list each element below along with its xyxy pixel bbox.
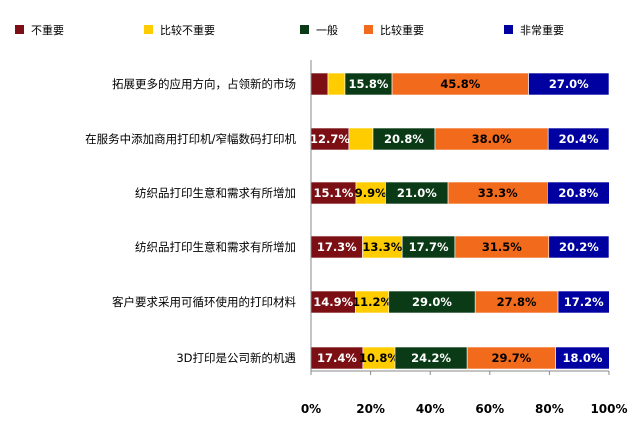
bar-segment-0-0 [310, 72, 329, 96]
data-label-4-4: 17.2% [564, 295, 604, 309]
data-label-4-1: 11.2% [352, 295, 392, 309]
x-tick-label-4: 80% [535, 402, 564, 416]
bar-segment-0-1 [327, 72, 346, 96]
bar-segment-4-4 [557, 290, 610, 314]
legend-swatch-0 [15, 25, 24, 34]
data-label-4-2: 29.0% [412, 295, 452, 309]
data-label-3-1: 13.3% [362, 240, 402, 254]
category-label-1: 在服务中添加商用打印机/窄幅数码打印机 [85, 132, 296, 146]
data-label-5-1: 10.8% [359, 351, 399, 365]
data-label-0-3: 45.8% [440, 77, 480, 91]
category-label-0: 拓展更多的应用方向，占领新的市场 [112, 77, 296, 91]
category-label-4: 客户要求采用可循环使用的打印材料 [112, 295, 296, 309]
data-label-1-3: 38.0% [472, 132, 512, 146]
x-axis: 0% 20% 40% 60% 80% 100% [301, 60, 628, 416]
bar-segment-5-4 [555, 346, 610, 370]
legend-swatch-2 [300, 25, 309, 34]
data-label-1-2: 20.8% [384, 132, 424, 146]
x-tick-label-1: 20% [356, 402, 385, 416]
x-tick-label-3: 60% [475, 402, 504, 416]
legend-swatch-1 [144, 25, 153, 34]
x-tick-label-2: 40% [416, 402, 445, 416]
legend-label-0: 不重要 [31, 23, 64, 37]
data-label-5-2: 24.2% [411, 351, 451, 365]
bar-segment-2-4 [547, 181, 610, 205]
data-label-2-4: 20.8% [558, 186, 598, 200]
data-label-5-3: 29.7% [491, 351, 531, 365]
legend-label-4: 非常重要 [520, 23, 564, 37]
data-label-1-4: 20.4% [559, 132, 599, 146]
bar-segment-3-4 [548, 235, 610, 259]
bar-segment-1-1 [348, 127, 374, 151]
category-labels: 拓展更多的应用方向，占领新的市场在服务中添加商用打印机/窄幅数码打印机纺织品打印… [85, 77, 296, 365]
data-label-2-1: 9.9% [355, 186, 387, 200]
x-tick-label-0: 0% [301, 402, 321, 416]
legend-swatch-3 [364, 25, 373, 34]
bar-segment-1-4 [547, 127, 610, 151]
data-label-0-4: 27.0% [549, 77, 589, 91]
category-label-3: 纺织品打印生意和需求有所增加 [135, 240, 296, 254]
bar-segment-0-4 [528, 72, 610, 96]
legend-swatch-4 [504, 25, 513, 34]
legend: 不重要 比较不重要 一般 比较重要 非常重要 [15, 23, 564, 37]
data-label-4-0: 14.9% [313, 295, 353, 309]
data-label-3-3: 31.5% [482, 240, 522, 254]
data-label-0-2: 15.8% [349, 77, 389, 91]
data-label-2-2: 21.0% [397, 186, 437, 200]
x-tick-label-5: 100% [590, 402, 627, 416]
bars: 15.8% 45.8% 27.0% 12.7% 20.8% 38.0% 20.4% 15.1%… [310, 72, 610, 370]
data-label-3-4: 20.2% [559, 240, 599, 254]
data-label-2-0: 15.1% [314, 186, 354, 200]
data-label-3-2: 17.7% [409, 240, 449, 254]
data-label-4-3: 27.8% [497, 295, 537, 309]
category-label-5: 3D打印是公司新的机遇 [176, 351, 296, 365]
legend-label-3: 比较重要 [380, 23, 424, 37]
legend-label-2: 一般 [316, 24, 338, 37]
data-label-1-0: 12.7% [310, 132, 350, 146]
data-label-3-0: 17.3% [317, 240, 357, 254]
legend-label-1: 比较不重要 [160, 23, 215, 37]
category-label-2: 纺织品打印生意和需求有所增加 [135, 186, 296, 200]
data-label-2-3: 33.3% [478, 186, 518, 200]
data-label-5-4: 18.0% [563, 351, 603, 365]
data-label-5-0: 17.4% [317, 351, 357, 365]
